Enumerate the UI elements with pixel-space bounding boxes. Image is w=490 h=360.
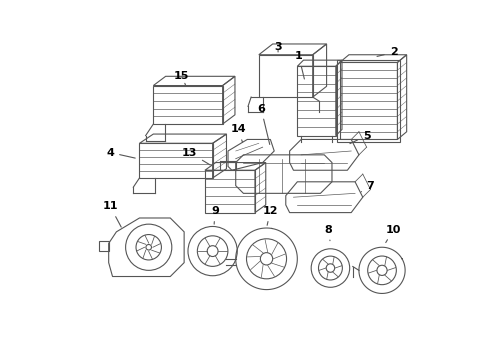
Text: 11: 11 — [102, 202, 121, 227]
Text: 6: 6 — [257, 104, 270, 144]
Text: 13: 13 — [182, 148, 210, 165]
Bar — [340, 62, 397, 139]
Text: 4: 4 — [106, 148, 135, 158]
Text: 15: 15 — [174, 71, 190, 86]
Text: 5: 5 — [350, 131, 370, 144]
Text: 1: 1 — [295, 51, 304, 79]
Bar — [153, 86, 222, 124]
Text: 8: 8 — [324, 225, 332, 241]
Text: 9: 9 — [211, 206, 219, 224]
Text: 10: 10 — [386, 225, 401, 243]
Text: 14: 14 — [230, 125, 246, 142]
Bar — [337, 60, 400, 142]
Bar — [259, 55, 313, 97]
Text: 2: 2 — [377, 48, 397, 58]
Text: 7: 7 — [361, 181, 374, 192]
Text: 3: 3 — [274, 42, 282, 52]
Bar — [140, 143, 213, 178]
Bar — [297, 66, 336, 136]
Text: 12: 12 — [263, 206, 278, 225]
Bar — [205, 170, 255, 213]
